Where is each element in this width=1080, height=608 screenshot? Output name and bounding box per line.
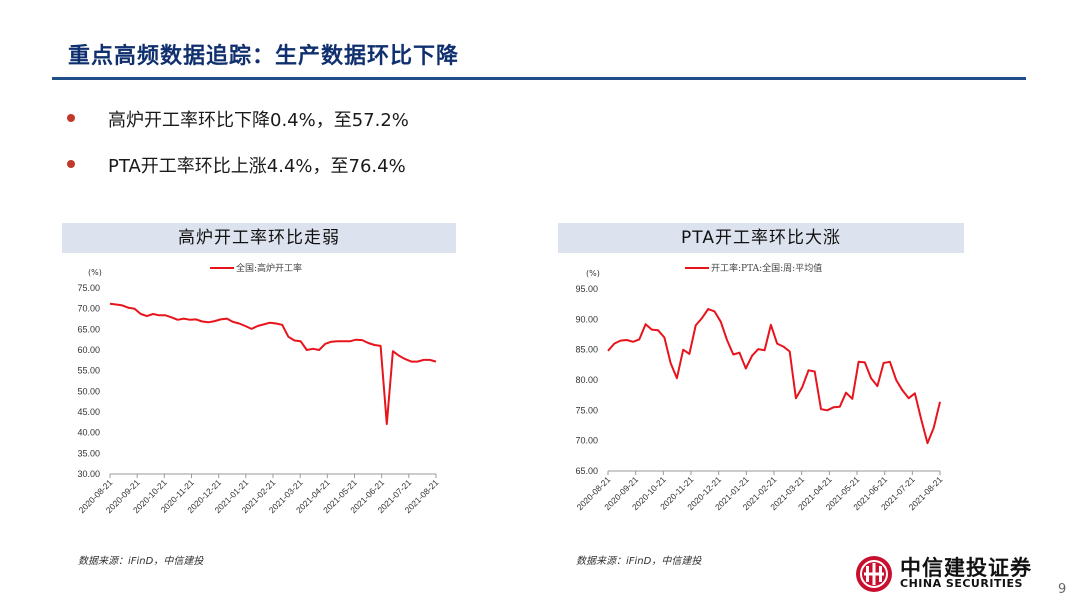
y-unit-label: (%) <box>586 269 600 278</box>
y-tick-label: 70.00 <box>575 436 598 446</box>
y-tick-label: 85.00 <box>575 345 598 355</box>
y-tick-label: 65.00 <box>575 466 598 476</box>
y-tick-label: 75.00 <box>575 405 598 415</box>
bullet-item: PTA开工率环比上涨4.4%，至76.4% <box>64 150 409 196</box>
y-tick-label: 95.00 <box>575 284 598 294</box>
chart-pta: (%) 开工率:PTA:全国:周:平均值 65.00 70.00 75.00 80.00 8… <box>575 262 945 512</box>
y-tick-label: 30.00 <box>77 469 100 479</box>
bullet-dot-icon <box>67 160 75 168</box>
company-logo: 中信建投证券 CHINA SECURITIES <box>852 552 1032 594</box>
series-line <box>607 308 941 445</box>
y-tick-label: 70.00 <box>77 304 100 314</box>
legend: 全国:高炉开工率 <box>210 262 302 274</box>
legend-label: 开工率:PTA:全国:周:平均值 <box>711 262 822 274</box>
chart-title-pta: PTA开工率环比大涨 <box>558 223 964 253</box>
title-divider <box>52 77 1026 80</box>
chart-title-blast-furnace: 高炉开工率环比走弱 <box>62 223 456 253</box>
y-tick-label: 50.00 <box>77 386 100 396</box>
y-tick-label: 75.00 <box>77 283 100 293</box>
y-tick-label: 55.00 <box>77 366 100 376</box>
y-tick-label: 90.00 <box>575 314 598 324</box>
y-unit-label: (%) <box>88 268 102 277</box>
series-line <box>109 302 437 425</box>
bullet-text: PTA开工率环比上涨4.4%，至76.4% <box>108 156 406 177</box>
source-note-right: 数据来源：iFinD，中信建投 <box>576 556 702 567</box>
chart-blast-furnace: (%) 全国:高炉开工率 30.00 35.00 40.00 45.00 50.00 55.0… <box>77 262 441 515</box>
china-securities-logo-icon <box>856 556 892 592</box>
y-tick-label: 65.00 <box>77 324 100 334</box>
logo-text-en: CHINA SECURITIES <box>900 577 1023 590</box>
page-title: 重点高频数据追踪：生产数据环比下降 <box>68 44 460 69</box>
bullet-dot-icon <box>67 114 75 122</box>
bullet-item: 高炉开工率环比下降0.4%，至57.2% <box>64 104 409 150</box>
y-tick-label: 60.00 <box>77 345 100 355</box>
legend-label: 全国:高炉开工率 <box>236 262 302 274</box>
bullet-text: 高炉开工率环比下降0.4%，至57.2% <box>108 110 409 131</box>
logo-text-cn: 中信建投证券 <box>900 556 1032 580</box>
page-number: 9 <box>1058 582 1067 597</box>
bullet-list: 高炉开工率环比下降0.4%，至57.2% PTA开工率环比上涨4.4%，至76.… <box>64 104 409 196</box>
y-tick-label: 35.00 <box>77 448 100 458</box>
source-note-left: 数据来源：iFinD，中信建投 <box>78 556 204 567</box>
y-tick-label: 40.00 <box>77 428 100 438</box>
y-tick-label: 80.00 <box>575 375 598 385</box>
y-tick-label: 45.00 <box>77 407 100 417</box>
legend: 开工率:PTA:全国:周:平均值 <box>685 262 822 274</box>
